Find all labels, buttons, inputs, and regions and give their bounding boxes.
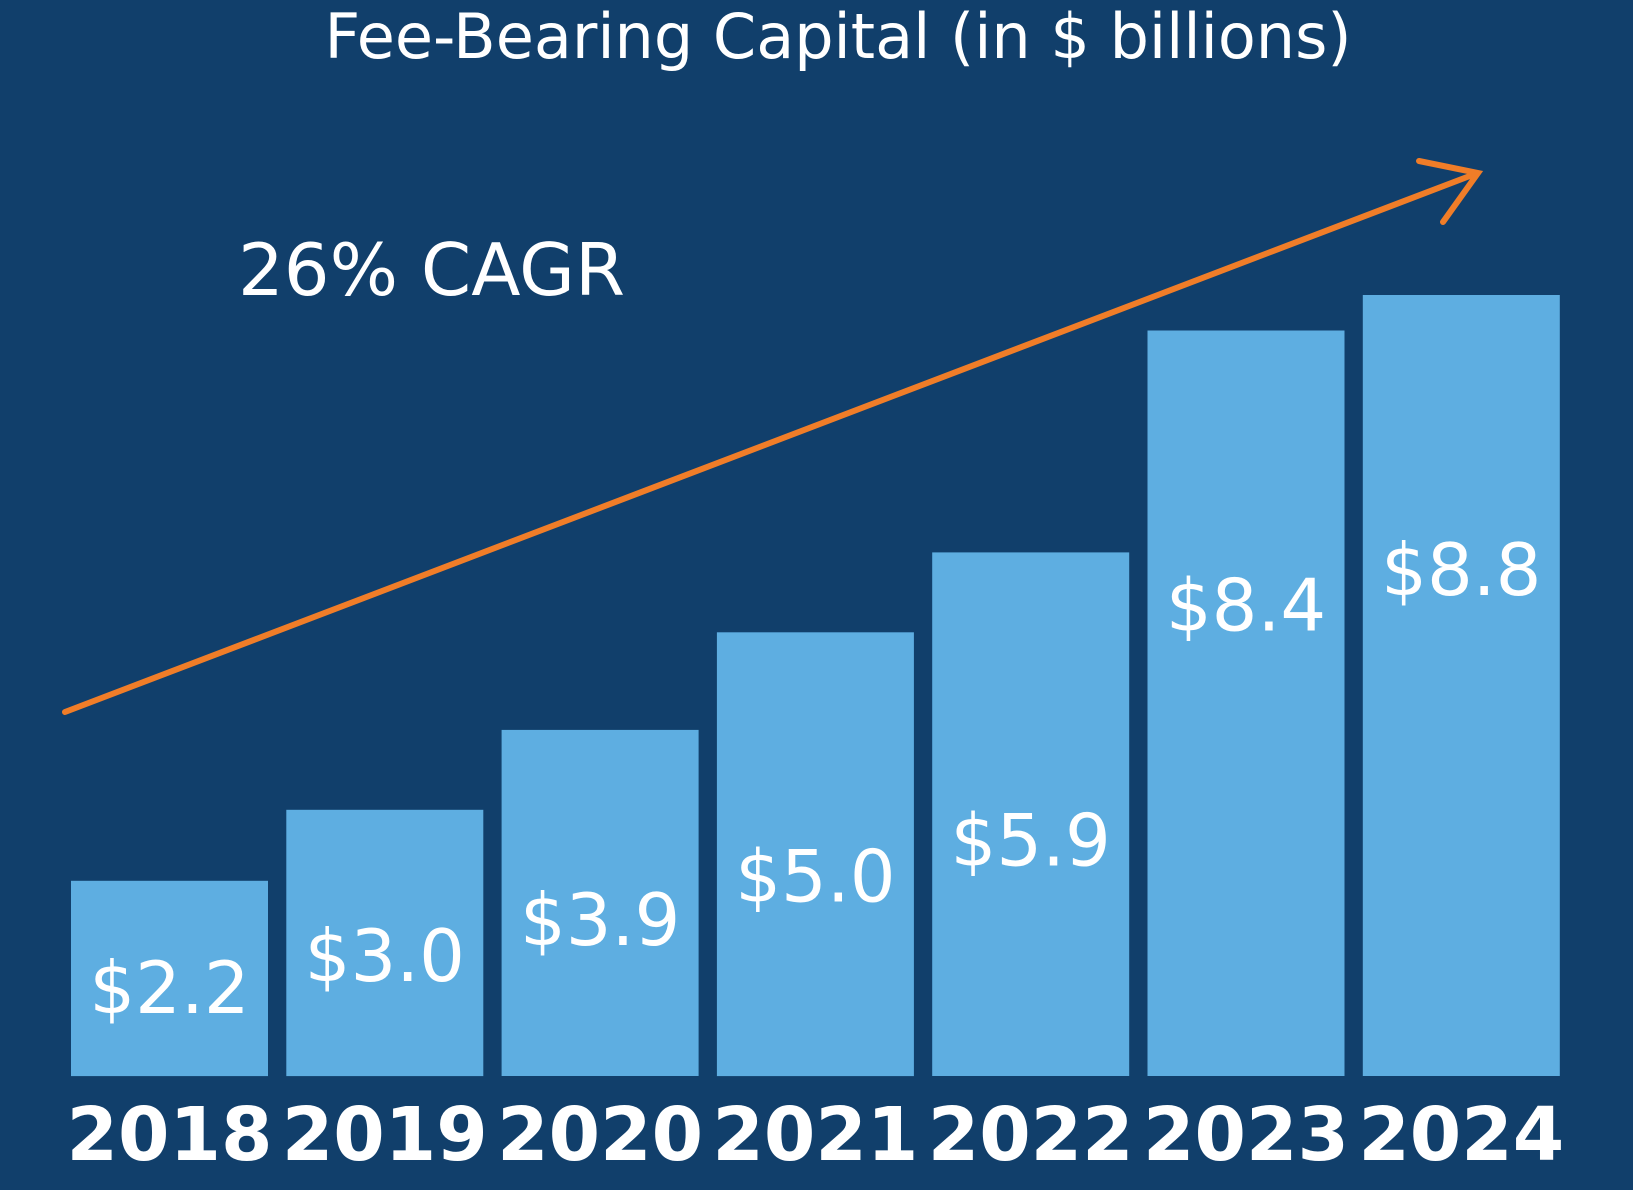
x-tick-label-2020: 2020 xyxy=(497,1092,703,1178)
x-tick-label-2024: 2024 xyxy=(1358,1092,1564,1178)
chart-title: Fee-Bearing Capital (in $ billions) xyxy=(324,0,1351,73)
bar-2021 xyxy=(716,632,914,1077)
bar-value-label-2019: $3.0 xyxy=(305,914,465,998)
bar-2019 xyxy=(286,809,484,1077)
trend-arrow-line xyxy=(62,171,1478,715)
x-tick-label-2018: 2018 xyxy=(67,1092,273,1178)
bar-value-label-2018: $2.2 xyxy=(89,946,249,1030)
bar-2020 xyxy=(501,729,699,1076)
x-tick-label-2023: 2023 xyxy=(1143,1092,1349,1178)
bars-group xyxy=(71,295,1560,1077)
bar-value-label-2022: $5.9 xyxy=(951,798,1111,882)
bar-value-label-2021: $5.0 xyxy=(735,834,895,918)
cagr-annotation: 26% CAGR xyxy=(238,228,625,312)
bar-value-label-2024: $8.8 xyxy=(1381,528,1541,612)
bar-2018 xyxy=(71,880,268,1077)
year-labels-group: 2018 2019 2020 2021 2022 2023 2024 xyxy=(67,1092,1565,1178)
x-tick-label-2019: 2019 xyxy=(282,1092,488,1178)
bar-labels-group: $2.2 $3.0 $3.9 $5.0 $5.9 $8.4 $8.8 xyxy=(89,528,1541,1030)
x-tick-label-2021: 2021 xyxy=(712,1092,918,1178)
bar-2023 xyxy=(1147,330,1345,1076)
bar-value-label-2023: $8.4 xyxy=(1166,564,1326,648)
bar-2022 xyxy=(932,552,1130,1076)
x-tick-label-2022: 2022 xyxy=(928,1092,1134,1178)
trend-arrow xyxy=(62,158,1484,715)
bar-value-label-2020: $3.9 xyxy=(520,878,680,962)
bar-2024 xyxy=(1362,295,1560,1076)
trend-arrowhead xyxy=(1416,158,1484,225)
